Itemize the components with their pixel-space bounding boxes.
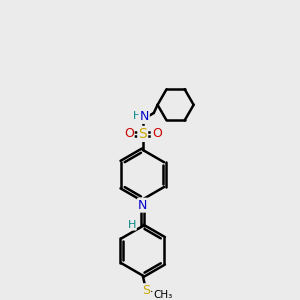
Text: O: O xyxy=(152,128,162,140)
Text: CH₃: CH₃ xyxy=(153,290,172,300)
Text: N: N xyxy=(140,110,149,123)
Text: S: S xyxy=(142,284,150,297)
Text: H: H xyxy=(128,220,136,230)
Text: O: O xyxy=(124,128,134,140)
Text: S: S xyxy=(138,127,147,141)
Text: N: N xyxy=(138,199,147,212)
Text: H: H xyxy=(133,111,142,122)
